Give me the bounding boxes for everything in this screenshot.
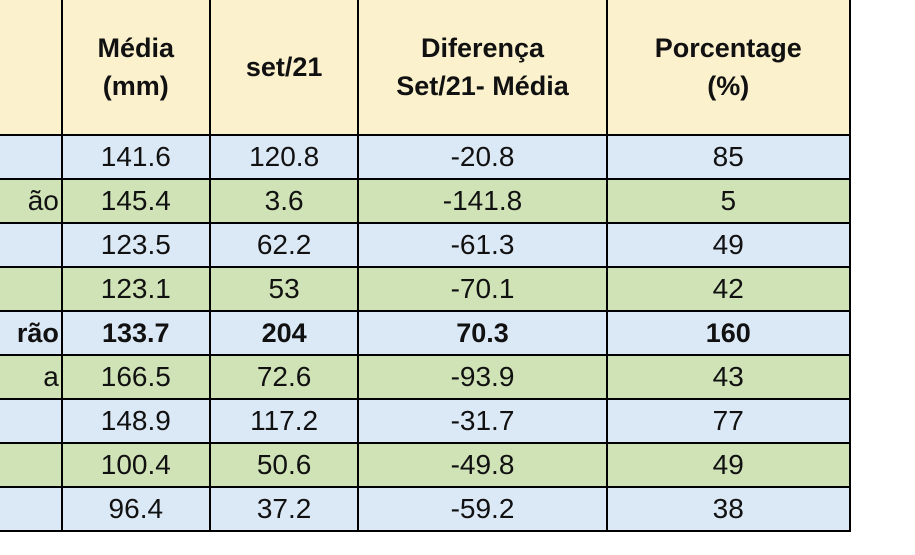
station-cell bbox=[0, 442, 63, 488]
media-cell: 100.4 bbox=[60, 442, 211, 488]
porcentagem-cell: 49 bbox=[605, 222, 851, 268]
porcentagem-cell: 43 bbox=[605, 354, 851, 400]
table-row: ão 145.4 3.6 -141.8 5 bbox=[0, 178, 851, 224]
diferenca-cell: -49.8 bbox=[357, 442, 608, 488]
media-cell: 148.9 bbox=[60, 398, 211, 444]
media-cell: 166.5 bbox=[60, 354, 211, 400]
set21-cell: 3.6 bbox=[208, 178, 360, 224]
set21-cell: 50.6 bbox=[208, 442, 360, 488]
header-media: Média (mm) bbox=[60, 0, 211, 136]
station-cell: a bbox=[0, 354, 63, 400]
media-cell: 145.4 bbox=[60, 178, 211, 224]
porcentagem-cell: 77 bbox=[605, 398, 851, 444]
header-station bbox=[0, 0, 63, 136]
header-porcentagem-line1: Porcentage bbox=[654, 33, 802, 63]
diferenca-cell: -61.3 bbox=[357, 222, 608, 268]
station-cell: rão bbox=[0, 310, 63, 356]
station-cell bbox=[0, 222, 63, 268]
media-cell: 133.7 bbox=[60, 310, 211, 356]
diferenca-cell: 70.3 bbox=[357, 310, 608, 356]
station-cell bbox=[0, 134, 63, 180]
porcentagem-cell: 42 bbox=[605, 266, 851, 312]
station-cell bbox=[0, 398, 63, 444]
porcentagem-cell: 160 bbox=[605, 310, 851, 356]
diferenca-cell: -31.7 bbox=[357, 398, 608, 444]
porcentagem-cell: 38 bbox=[605, 486, 851, 532]
station-cell bbox=[0, 486, 63, 532]
header-porcentagem: Porcentage (%) bbox=[605, 0, 851, 136]
set21-cell: 117.2 bbox=[208, 398, 360, 444]
table-row: 123.1 53 -70.1 42 bbox=[0, 266, 851, 312]
media-cell: 123.1 bbox=[60, 266, 211, 312]
diferenca-cell: -20.8 bbox=[357, 134, 608, 180]
porcentagem-cell: 5 bbox=[605, 178, 851, 224]
header-diferenca-line2: Set/21- Média bbox=[396, 71, 569, 101]
header-diferenca: Diferença Set/21- Média bbox=[357, 0, 608, 136]
table-row: 100.4 50.6 -49.8 49 bbox=[0, 442, 851, 488]
table-row: 123.5 62.2 -61.3 49 bbox=[0, 222, 851, 268]
header-diferenca-line1: Diferença bbox=[420, 33, 545, 63]
porcentagem-cell: 49 bbox=[605, 442, 851, 488]
set21-cell: 120.8 bbox=[208, 134, 360, 180]
header-media-line1: Média bbox=[97, 33, 175, 63]
table-row: 141.6 120.8 -20.8 85 bbox=[0, 134, 851, 180]
media-cell: 96.4 bbox=[60, 486, 211, 532]
table-row: 96.4 37.2 -59.2 38 bbox=[0, 486, 851, 532]
set21-cell: 204 bbox=[208, 310, 360, 356]
rainfall-table: Média (mm) set/21 Diferença Set/21- Médi… bbox=[0, 0, 851, 532]
table-row: 148.9 117.2 -31.7 77 bbox=[0, 398, 851, 444]
diferenca-cell: -141.8 bbox=[357, 178, 608, 224]
table-body: 141.6 120.8 -20.8 85 ão 145.4 3.6 -141.8 5 123.5 6… bbox=[0, 134, 851, 532]
media-cell: 123.5 bbox=[60, 222, 211, 268]
station-cell: ão bbox=[0, 178, 63, 224]
header-media-line2: (mm) bbox=[102, 71, 169, 101]
diferenca-cell: -59.2 bbox=[357, 486, 608, 532]
diferenca-cell: -70.1 bbox=[357, 266, 608, 312]
media-cell: 141.6 bbox=[60, 134, 211, 180]
header-porcentagem-line2: (%) bbox=[707, 71, 750, 101]
set21-cell: 72.6 bbox=[208, 354, 360, 400]
set21-cell: 62.2 bbox=[208, 222, 360, 268]
diferenca-cell: -93.9 bbox=[357, 354, 608, 400]
set21-cell: 53 bbox=[208, 266, 360, 312]
header-row: Média (mm) set/21 Diferença Set/21- Médi… bbox=[0, 0, 851, 136]
header-set21: set/21 bbox=[208, 0, 360, 136]
table-row: a 166.5 72.6 -93.9 43 bbox=[0, 354, 851, 400]
station-cell bbox=[0, 266, 63, 312]
table-row: rão 133.7 204 70.3 160 bbox=[0, 310, 851, 356]
porcentagem-cell: 85 bbox=[605, 134, 851, 180]
set21-cell: 37.2 bbox=[208, 486, 360, 532]
